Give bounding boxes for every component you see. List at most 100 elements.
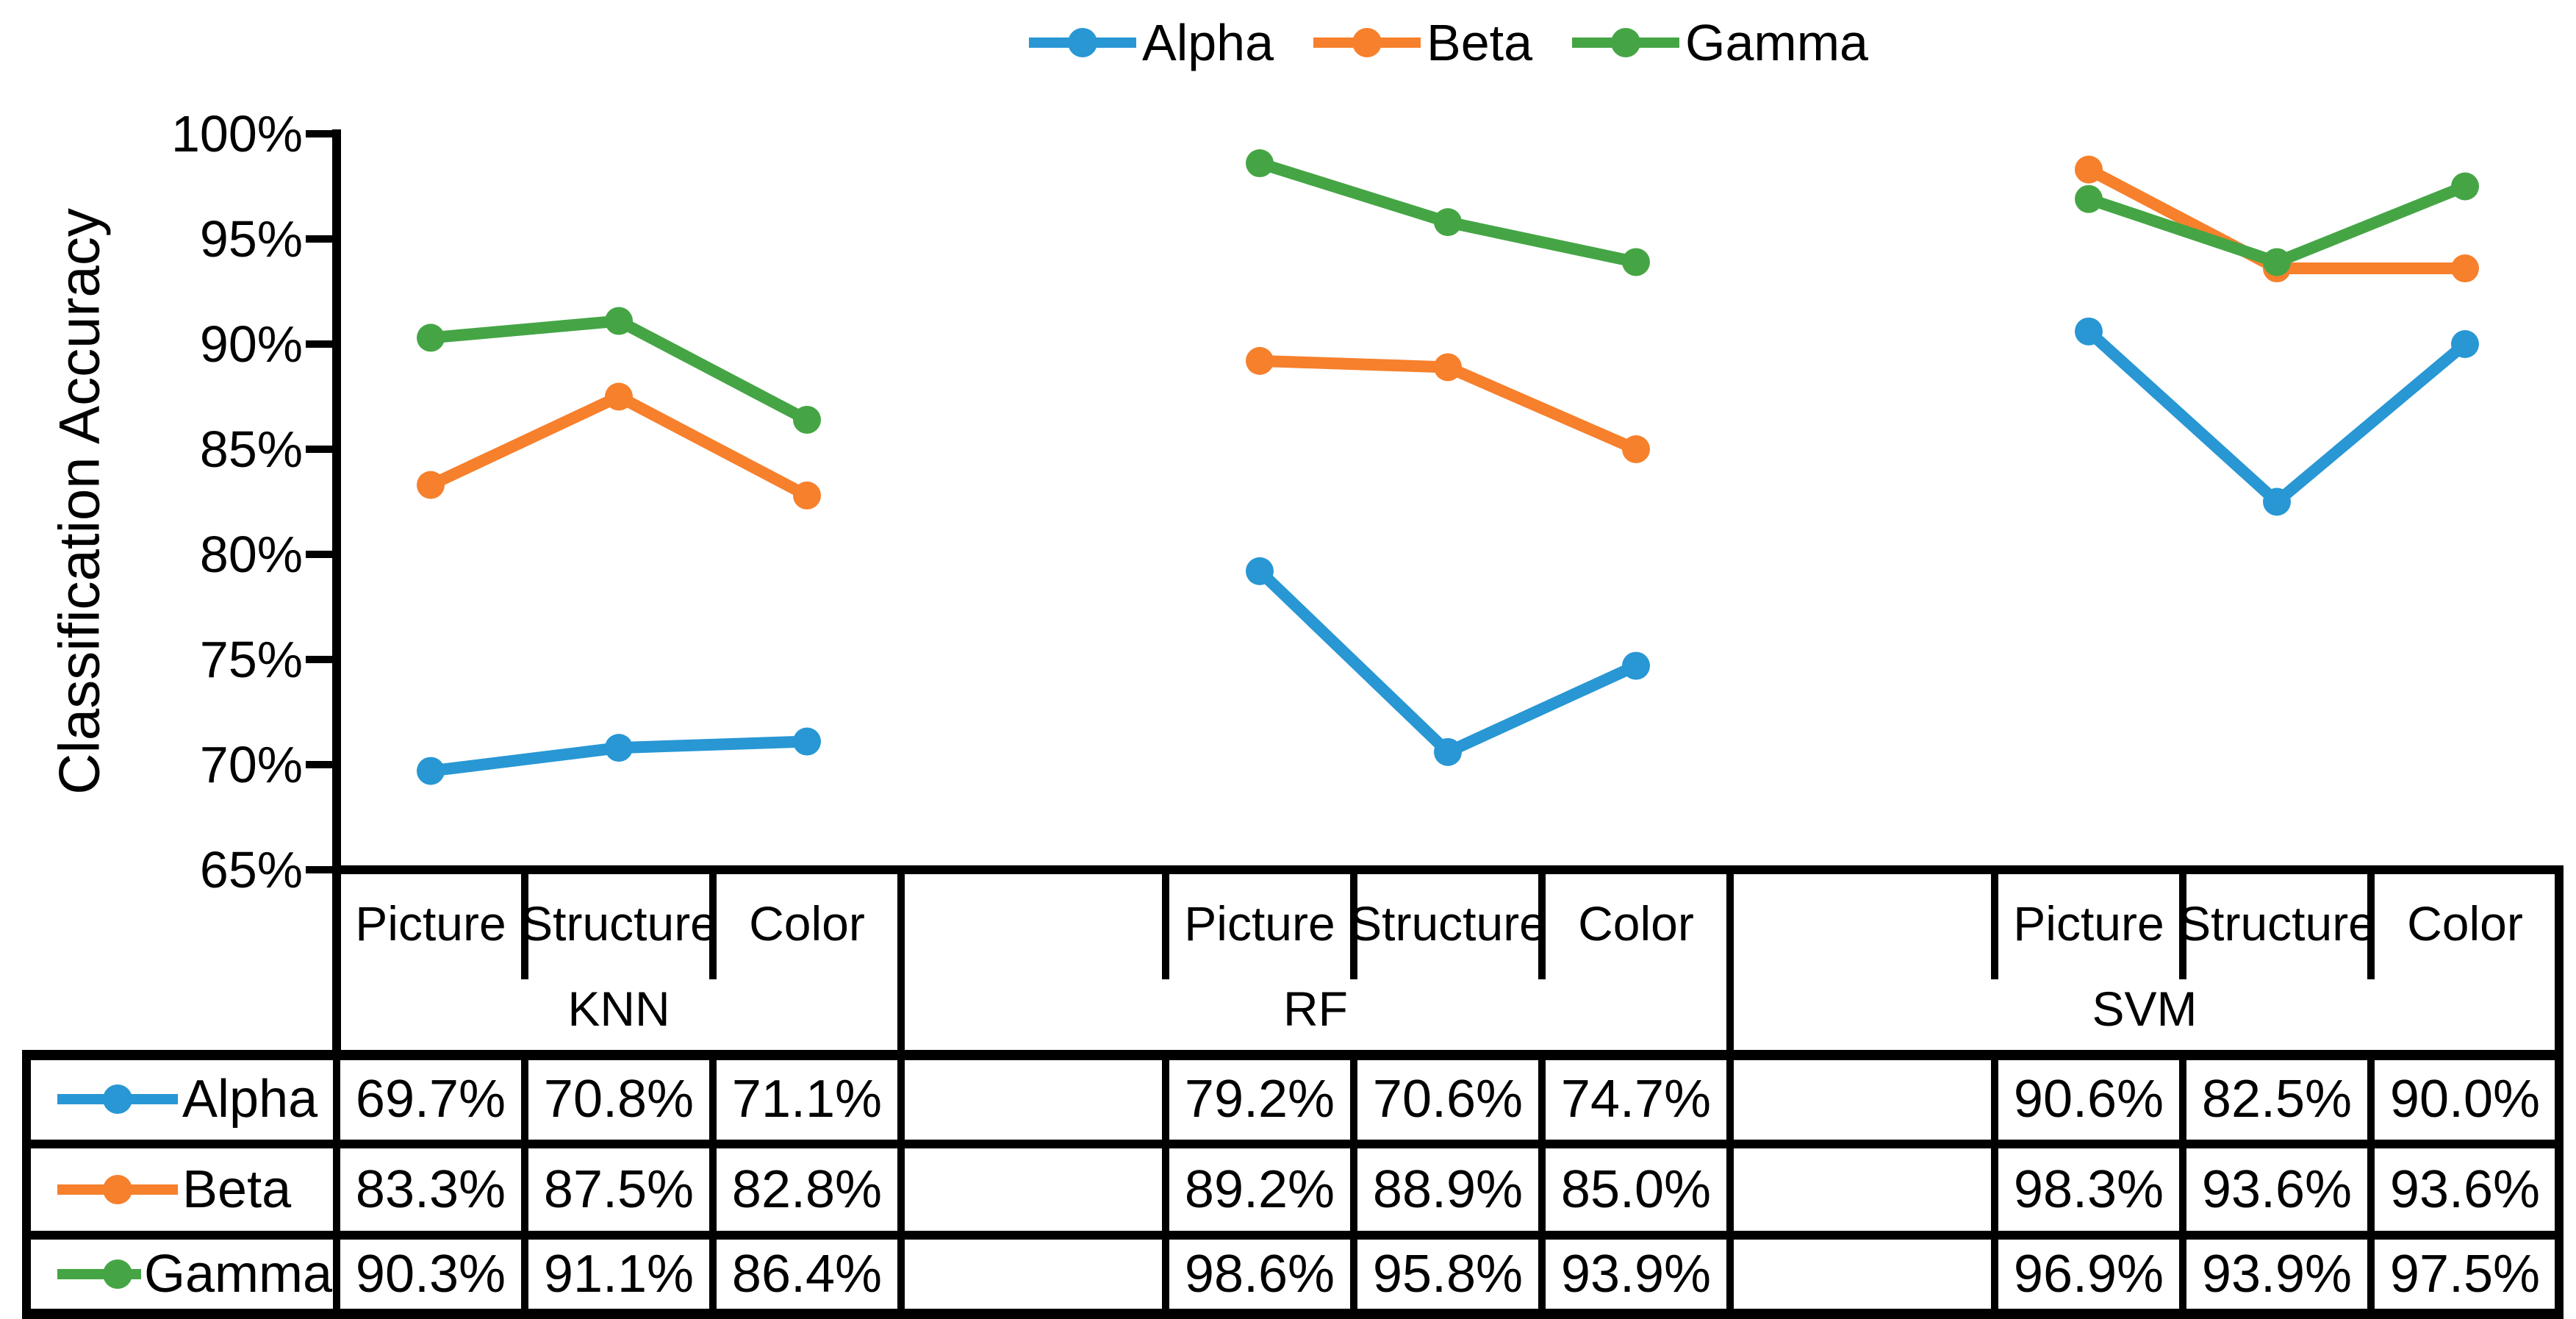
table-vertical-border — [1726, 1050, 1734, 1309]
data-point-beta — [1246, 346, 1274, 375]
table-vertical-border — [1350, 1050, 1357, 1309]
table-vertical-border — [1538, 1050, 1546, 1309]
data-point-alpha — [417, 757, 445, 785]
y-axis-tick — [306, 656, 332, 663]
data-point-gamma — [417, 324, 445, 352]
legend-key-marker — [103, 1084, 132, 1114]
y-tick-label: 90% — [199, 315, 303, 373]
y-axis-tick — [306, 130, 332, 137]
y-tick-label: 100% — [171, 105, 303, 162]
data-point-beta — [1622, 435, 1650, 463]
group-label: RF — [1283, 982, 1348, 1036]
table-cell: 98.3% — [2013, 1160, 2164, 1219]
y-tick-label: 95% — [199, 210, 303, 268]
data-point-alpha — [1434, 737, 1462, 766]
table-cell: 83.3% — [355, 1160, 506, 1219]
table-vertical-border — [2367, 1050, 2375, 1309]
data-point-alpha — [793, 727, 821, 756]
table-cell: 93.6% — [2201, 1160, 2353, 1219]
category-label: Color — [1578, 896, 1694, 951]
category-label: Structure — [2178, 896, 2375, 951]
table-row-label: Beta — [182, 1160, 292, 1219]
data-point-beta — [2451, 254, 2479, 283]
category-label: Color — [749, 896, 865, 951]
group-separator — [1726, 870, 1734, 1050]
table-cell: 71.1% — [731, 1070, 883, 1129]
category-separator — [709, 870, 717, 979]
table-cell: 88.9% — [1372, 1160, 1524, 1219]
table-cell: 70.6% — [1372, 1070, 1524, 1129]
table-cell: 95.8% — [1372, 1245, 1524, 1304]
table-vertical-border — [521, 1050, 528, 1309]
table-horizontal-border — [22, 1231, 2564, 1240]
data-point-gamma — [1434, 208, 1462, 237]
legend-label: Alpha — [1142, 14, 1274, 71]
data-point-gamma — [793, 405, 821, 434]
y-tick-label: 85% — [199, 421, 303, 478]
band-right-border — [2555, 870, 2564, 1050]
category-separator — [2179, 870, 2186, 979]
legend-key-marker — [1352, 28, 1382, 57]
category-label: Structure — [1349, 896, 1546, 951]
y-axis-tick — [306, 235, 332, 243]
table-cell: 89.2% — [1184, 1160, 1335, 1219]
table-row-header-beta: Beta — [31, 1148, 332, 1231]
category-separator — [1538, 870, 1546, 979]
y-tick-label: 80% — [199, 526, 303, 583]
data-point-beta — [417, 471, 445, 499]
legend-label: Beta — [1427, 14, 1533, 71]
legend-key — [1029, 28, 1136, 57]
data-point-gamma — [2263, 248, 2291, 276]
legend-key-marker — [103, 1259, 132, 1289]
legend-item-gamma: Gamma — [1571, 17, 1868, 68]
table-horizontal-border — [22, 1140, 2564, 1148]
y-axis-tick — [306, 866, 332, 873]
table-vertical-border — [1991, 1050, 1998, 1309]
legend-key-marker — [103, 1175, 132, 1204]
table-cell: 70.8% — [543, 1070, 695, 1129]
table-row-header-gamma: Gamma — [31, 1240, 332, 1309]
y-axis-tick — [306, 340, 332, 348]
legend-item-alpha: Alpha — [1027, 17, 1274, 68]
table-legend-key — [57, 1259, 141, 1289]
table-cell: 93.9% — [1560, 1245, 1712, 1304]
table-cell: 97.5% — [2389, 1245, 2541, 1304]
table-cell: 79.2% — [1184, 1070, 1335, 1129]
table-cell: 85.0% — [1560, 1160, 1712, 1219]
table-cell: 93.6% — [2389, 1160, 2541, 1219]
series-line-alpha — [2083, 325, 2471, 508]
data-point-alpha — [2263, 487, 2291, 516]
table-vertical-border — [709, 1050, 717, 1309]
y-axis-tick — [306, 446, 332, 453]
table-cell: 82.5% — [2201, 1070, 2353, 1129]
table-vertical-border — [2179, 1050, 2186, 1309]
table-legend-key — [57, 1084, 178, 1114]
category-separator — [1162, 870, 1169, 979]
data-point-alpha — [605, 734, 633, 762]
data-point-alpha — [1622, 651, 1650, 680]
legend-key — [1313, 28, 1421, 57]
table-cell: 69.7% — [355, 1070, 506, 1129]
category-label: Color — [2407, 896, 2523, 951]
table-horizontal-border — [22, 1309, 2564, 1319]
data-point-alpha — [2075, 317, 2103, 346]
table-cell: 96.9% — [2013, 1245, 2164, 1304]
table-cell: 86.4% — [731, 1245, 883, 1304]
data-point-gamma — [2075, 185, 2103, 213]
data-point-beta — [1434, 353, 1462, 382]
data-point-gamma — [605, 307, 633, 335]
data-point-gamma — [1246, 149, 1274, 178]
series-line-beta — [425, 390, 813, 501]
table-row-label: Alpha — [182, 1070, 318, 1129]
table-vertical-border — [333, 1050, 340, 1309]
y-axis-tick — [306, 761, 332, 768]
table-cell: 91.1% — [543, 1245, 695, 1304]
legend-label: Gamma — [1685, 14, 1868, 71]
category-label: Picture — [1184, 896, 1335, 951]
data-point-beta — [793, 481, 821, 510]
data-point-alpha — [1246, 557, 1274, 585]
category-separator — [1350, 870, 1357, 979]
category-separator — [2367, 870, 2375, 979]
